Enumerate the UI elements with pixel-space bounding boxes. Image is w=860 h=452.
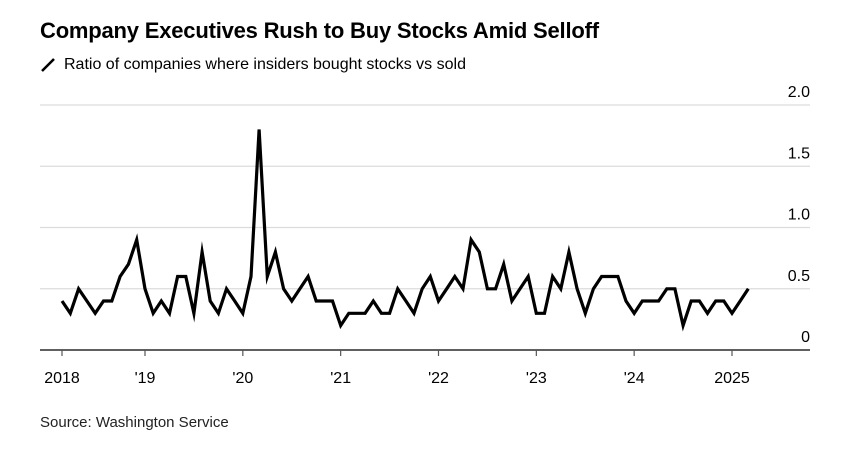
y-tick-label: 1.5 (788, 145, 810, 162)
y-tick-label: 0.5 (788, 268, 810, 285)
series-group (60, 129, 750, 332)
x-tick-label: '19 (135, 370, 156, 387)
x-tick-label: '22 (428, 370, 449, 387)
source-note: Source: Washington Service (40, 414, 229, 431)
y-tick-label: 0 (801, 329, 810, 346)
legend-label: Ratio of companies where insiders bought… (64, 56, 466, 73)
x-tick-label: '21 (330, 370, 351, 387)
gridlines (40, 104, 810, 290)
x-tick-label: '23 (526, 370, 547, 387)
x-tick-label: 2025 (714, 370, 750, 387)
legend-line-icon (40, 57, 56, 73)
chart-title: Company Executives Rush to Buy Stocks Am… (40, 18, 599, 43)
y-tick-label: 1.0 (788, 207, 810, 224)
y-tick-label: 2.0 (788, 84, 810, 101)
legend: Ratio of companies where insiders bought… (40, 56, 466, 74)
x-tick-label: '24 (624, 370, 645, 387)
x-axis: 2018 '19 '20 '21 '22 '23 '24 2025 (40, 349, 810, 387)
x-tick-label: 2018 (44, 370, 80, 387)
y-axis: 0 0.5 1.0 1.5 2.0 (788, 84, 810, 346)
series-line (60, 129, 750, 332)
x-tick-label: '20 (232, 370, 253, 387)
